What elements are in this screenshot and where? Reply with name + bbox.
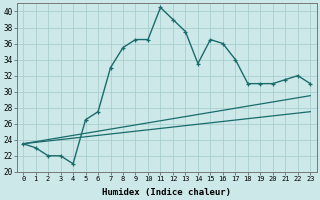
X-axis label: Humidex (Indice chaleur): Humidex (Indice chaleur) bbox=[102, 188, 231, 197]
